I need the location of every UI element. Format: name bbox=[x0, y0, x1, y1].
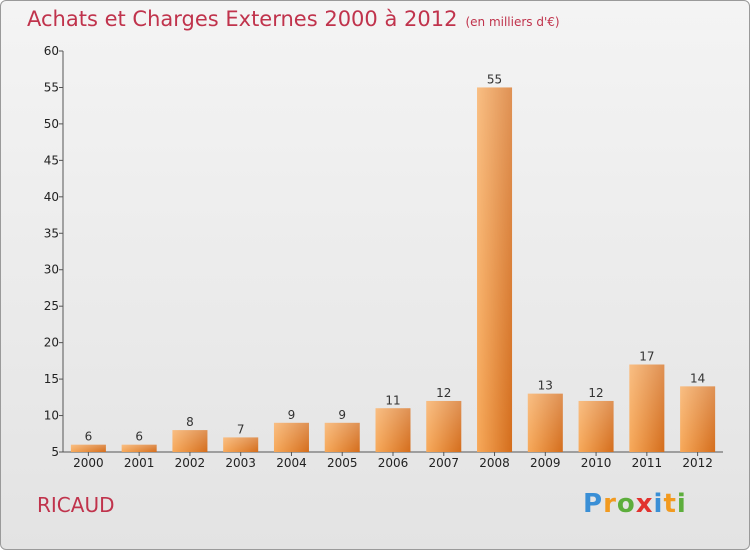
x-tick-label: 2010 bbox=[581, 456, 612, 470]
y-tick-label: 10 bbox=[44, 409, 59, 423]
x-tick-label: 2004 bbox=[276, 456, 307, 470]
bar-value-label: 7 bbox=[237, 422, 245, 436]
x-tick-label: 2011 bbox=[632, 456, 663, 470]
bar-value-label: 6 bbox=[135, 430, 143, 444]
bar-highlight bbox=[578, 400, 614, 452]
y-tick-label: 35 bbox=[44, 226, 59, 240]
x-tick-label: 2005 bbox=[327, 456, 358, 470]
y-tick-label: 25 bbox=[44, 299, 59, 313]
x-tick-label: 2008 bbox=[479, 456, 510, 470]
x-tick-label: 2007 bbox=[428, 456, 459, 470]
bar-highlight bbox=[527, 393, 563, 452]
y-tick-label: 45 bbox=[44, 153, 59, 167]
bar-highlight bbox=[70, 444, 106, 452]
bar-highlight bbox=[477, 87, 513, 453]
bar-highlight bbox=[172, 430, 208, 452]
x-tick-label: 2009 bbox=[530, 456, 561, 470]
bar-highlight bbox=[273, 422, 309, 452]
y-tick-label: 15 bbox=[44, 372, 59, 386]
bar-highlight bbox=[629, 364, 665, 452]
y-tick-label: 55 bbox=[44, 80, 59, 94]
bar-highlight bbox=[324, 422, 360, 452]
bar-value-label: 11 bbox=[385, 393, 400, 407]
x-tick-label: 2003 bbox=[225, 456, 256, 470]
commune-name: RICAUD bbox=[37, 493, 115, 517]
y-tick-label: 50 bbox=[44, 117, 59, 131]
chart-title: Achats et Charges Externes 2000 à 2012 (e… bbox=[27, 7, 560, 31]
x-tick-label: 2006 bbox=[378, 456, 409, 470]
bar-value-label: 12 bbox=[436, 386, 451, 400]
bar-highlight bbox=[426, 400, 462, 452]
y-tick-label: 30 bbox=[44, 263, 59, 277]
x-tick-label: 2000 bbox=[73, 456, 104, 470]
y-tick-label: 60 bbox=[44, 44, 59, 58]
x-tick-label: 2001 bbox=[124, 456, 155, 470]
chart-title-text: Achats et Charges Externes 2000 à 2012 bbox=[27, 7, 458, 31]
x-tick-label: 2012 bbox=[682, 456, 713, 470]
y-tick-label: 40 bbox=[44, 190, 59, 204]
bar-highlight bbox=[680, 386, 716, 452]
y-tick-label: 20 bbox=[44, 336, 59, 350]
bar-value-label: 8 bbox=[186, 415, 194, 429]
bar-value-label: 14 bbox=[690, 371, 705, 385]
bar-value-label: 17 bbox=[639, 350, 654, 364]
bar-value-label: 9 bbox=[288, 408, 296, 422]
bar-value-label: 6 bbox=[85, 430, 93, 444]
bar-value-label: 13 bbox=[538, 379, 553, 393]
bar-value-label: 9 bbox=[338, 408, 346, 422]
bar-highlight bbox=[223, 437, 259, 452]
bar-highlight bbox=[121, 444, 157, 452]
bar-value-label: 55 bbox=[487, 72, 502, 86]
bar-value-label: 12 bbox=[588, 386, 603, 400]
x-tick-label: 2002 bbox=[175, 456, 206, 470]
chart-unit: (en milliers d'€) bbox=[465, 15, 560, 29]
y-tick-label: 5 bbox=[51, 445, 59, 459]
bar-highlight bbox=[375, 408, 411, 452]
proxiti-logo: Proxiti bbox=[583, 489, 687, 519]
